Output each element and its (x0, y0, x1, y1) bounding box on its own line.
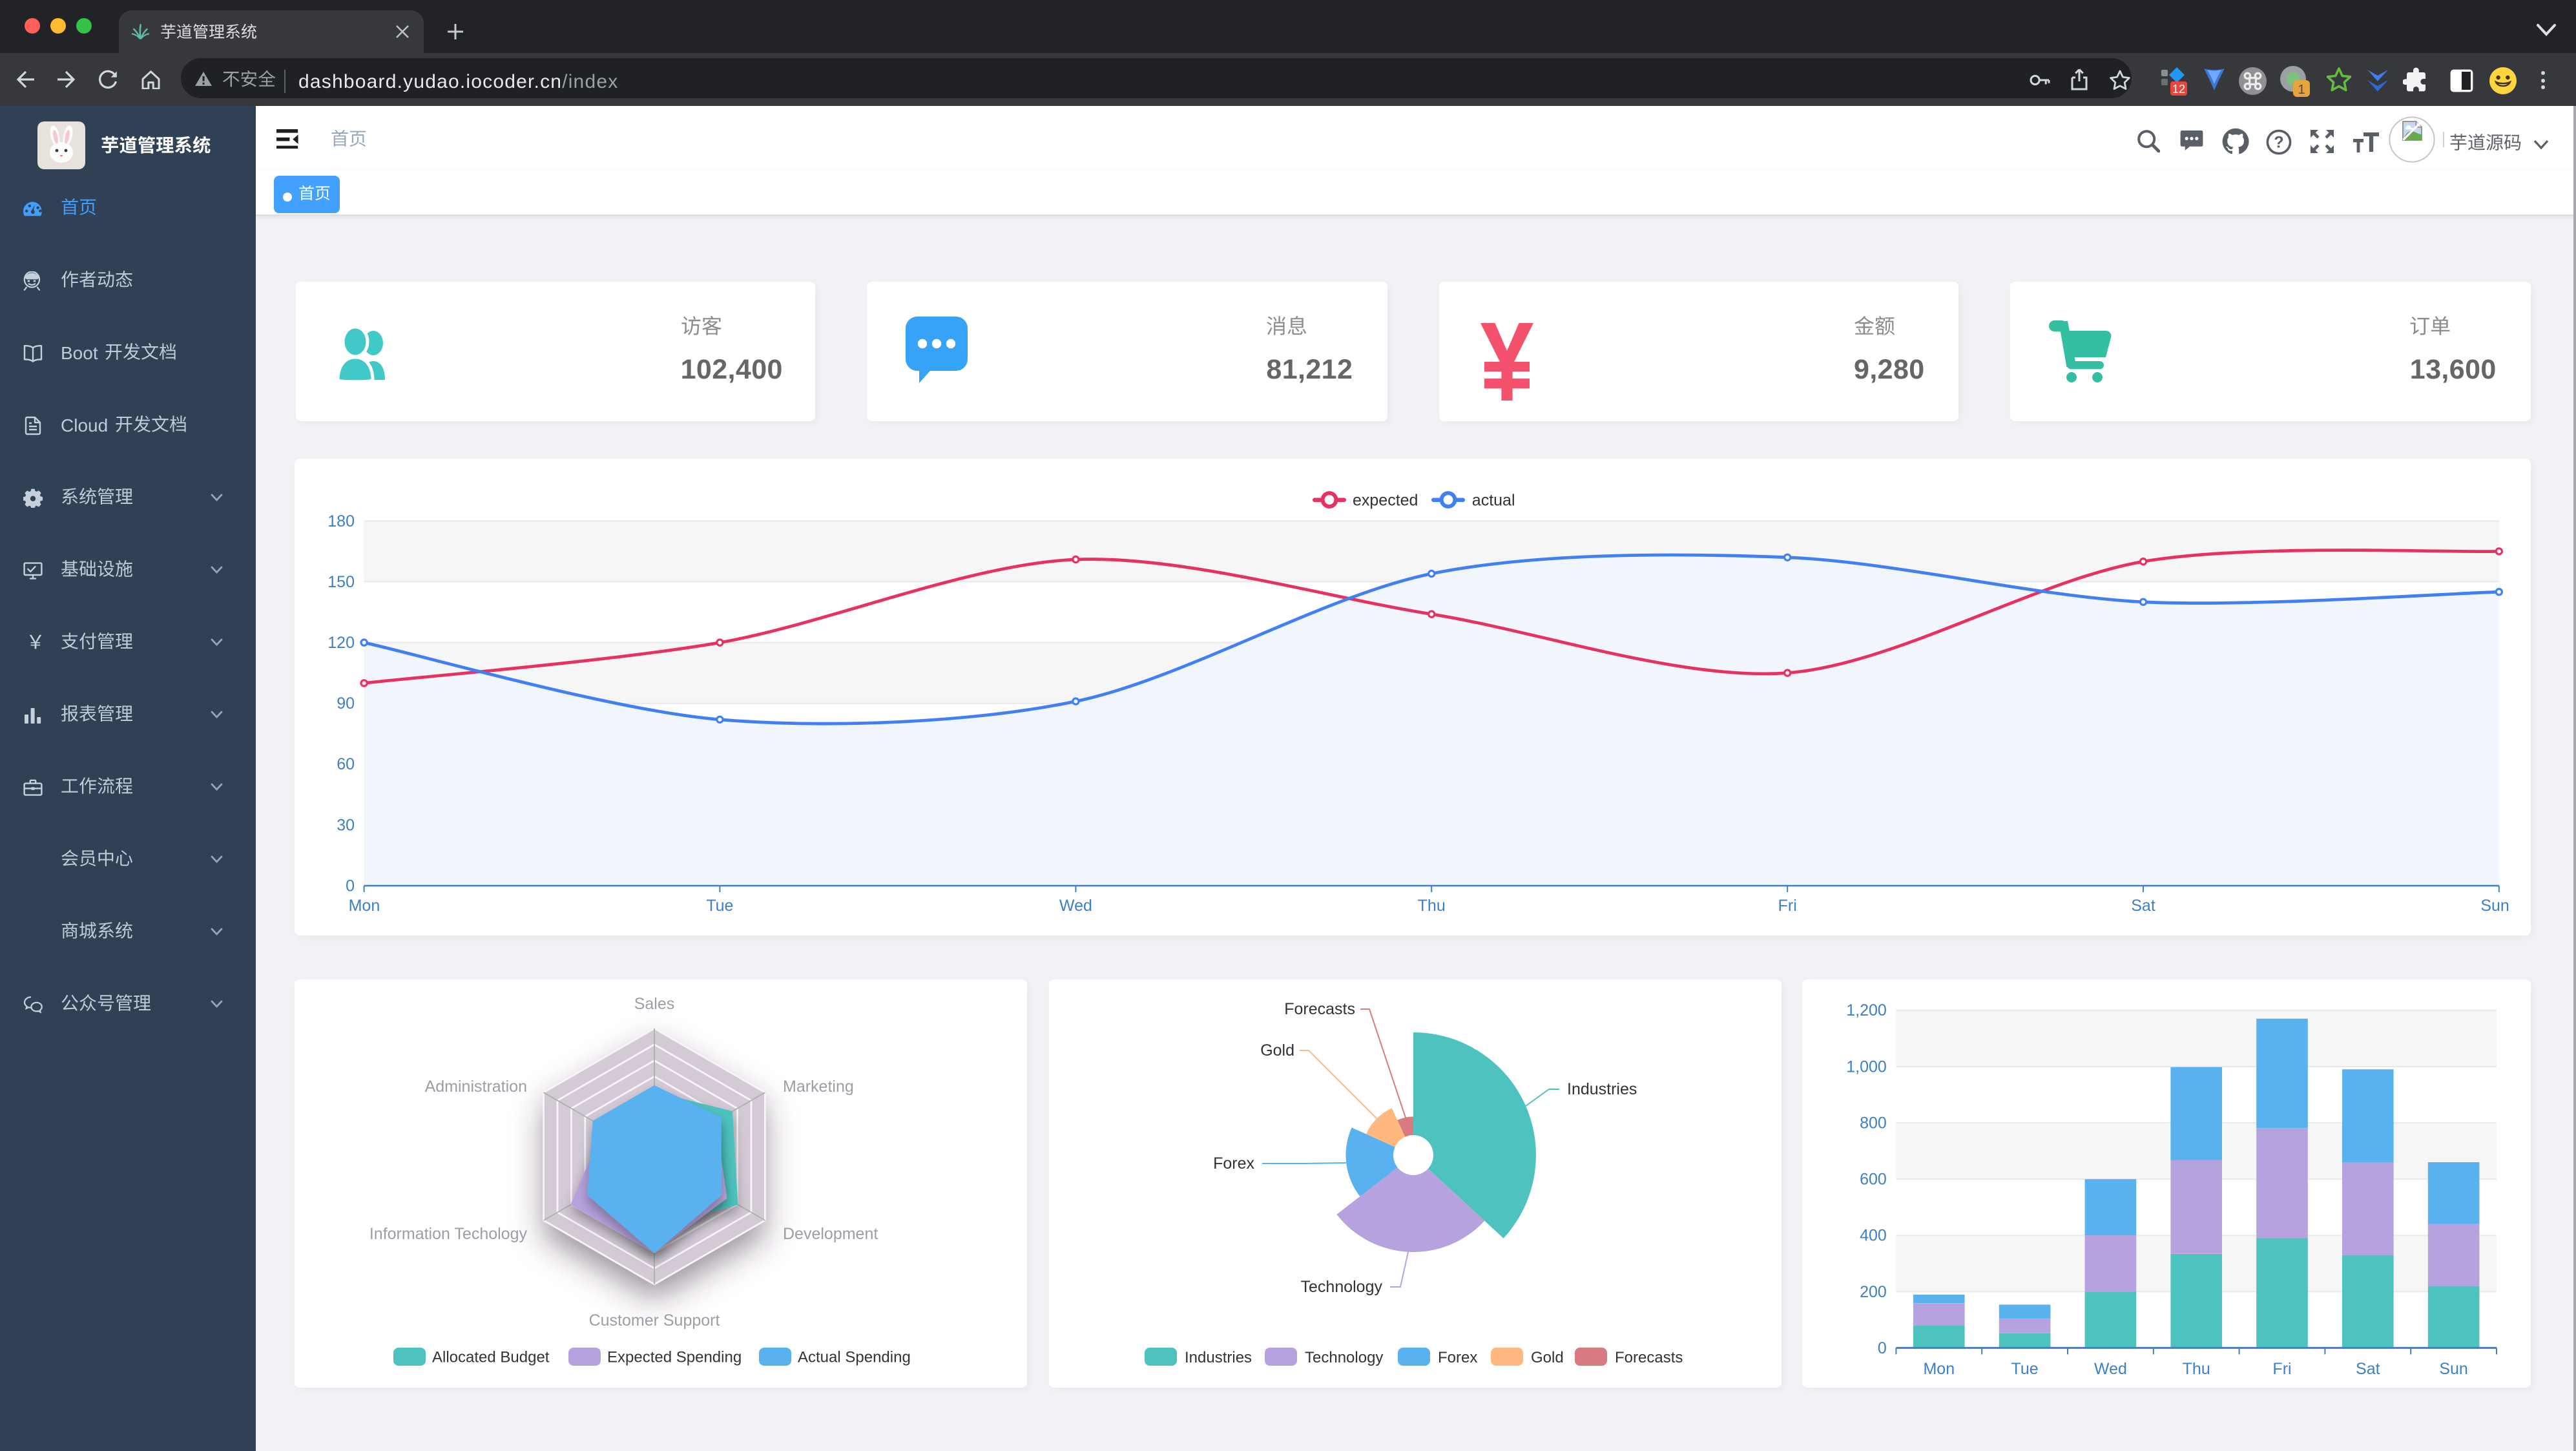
svg-text:Sat: Sat (2131, 897, 2155, 915)
svg-text:60: 60 (337, 755, 355, 773)
svg-text:Forex: Forex (1213, 1154, 1254, 1173)
svg-text:12: 12 (2172, 83, 2185, 96)
svg-text:Actual Spending: Actual Spending (798, 1349, 911, 1366)
svg-text:Thu: Thu (1418, 897, 1446, 915)
svg-text:200: 200 (1860, 1283, 1887, 1301)
svg-text:Sun: Sun (2480, 897, 2509, 915)
svg-text:150: 150 (327, 573, 355, 591)
svg-text:400: 400 (1860, 1227, 1887, 1245)
svg-text:90: 90 (337, 694, 355, 713)
svg-text:1,000: 1,000 (1846, 1058, 1887, 1076)
svg-text:Customer Support: Customer Support (589, 1311, 720, 1330)
svg-text:Industries: Industries (1567, 1080, 1637, 1098)
svg-text:Wed: Wed (1059, 897, 1092, 915)
svg-text:Sat: Sat (2356, 1360, 2380, 1378)
svg-text:1,200: 1,200 (1846, 1001, 1887, 1019)
svg-text:Development: Development (783, 1225, 878, 1243)
svg-text:Tue: Tue (706, 897, 733, 915)
svg-text:Information Techology: Information Techology (369, 1225, 528, 1243)
svg-text:180: 180 (327, 512, 355, 530)
svg-text:Forex: Forex (1438, 1349, 1477, 1366)
svg-text:?: ? (2273, 132, 2283, 151)
svg-text:Mon: Mon (349, 897, 380, 915)
svg-text:0: 0 (1878, 1339, 1887, 1357)
svg-text:Technology: Technology (1301, 1278, 1383, 1296)
svg-text:Thu: Thu (2183, 1360, 2210, 1378)
svg-text:Allocated Budget: Allocated Budget (432, 1349, 550, 1366)
svg-text:Technology: Technology (1305, 1349, 1383, 1366)
svg-text:Gold: Gold (1531, 1349, 1564, 1366)
svg-text:Sun: Sun (2439, 1360, 2467, 1378)
svg-text:Fri: Fri (1778, 897, 1797, 915)
svg-text:120: 120 (327, 634, 355, 652)
svg-text:Administration: Administration (425, 1078, 527, 1096)
svg-text:Tue: Tue (2011, 1360, 2039, 1378)
svg-text:Marketing: Marketing (783, 1078, 854, 1096)
svg-text:Forecasts: Forecasts (1284, 1000, 1355, 1018)
svg-text:1: 1 (2298, 83, 2305, 97)
svg-text:800: 800 (1860, 1114, 1887, 1132)
svg-text:expected: expected (1353, 492, 1418, 510)
svg-text:Mon: Mon (1923, 1360, 1955, 1378)
svg-text:Forecasts: Forecasts (1615, 1349, 1683, 1366)
svg-text:0: 0 (346, 877, 355, 895)
svg-text:30: 30 (337, 816, 355, 834)
svg-text:Wed: Wed (2094, 1360, 2127, 1378)
svg-text:Gold: Gold (1260, 1041, 1294, 1060)
svg-text:actual: actual (1472, 492, 1515, 510)
svg-text:600: 600 (1860, 1171, 1887, 1189)
svg-text:Fri: Fri (2272, 1360, 2291, 1378)
svg-text:Expected Spending: Expected Spending (607, 1349, 742, 1366)
svg-text:Industries: Industries (1185, 1349, 1252, 1366)
svg-text:Sales: Sales (634, 995, 675, 1013)
